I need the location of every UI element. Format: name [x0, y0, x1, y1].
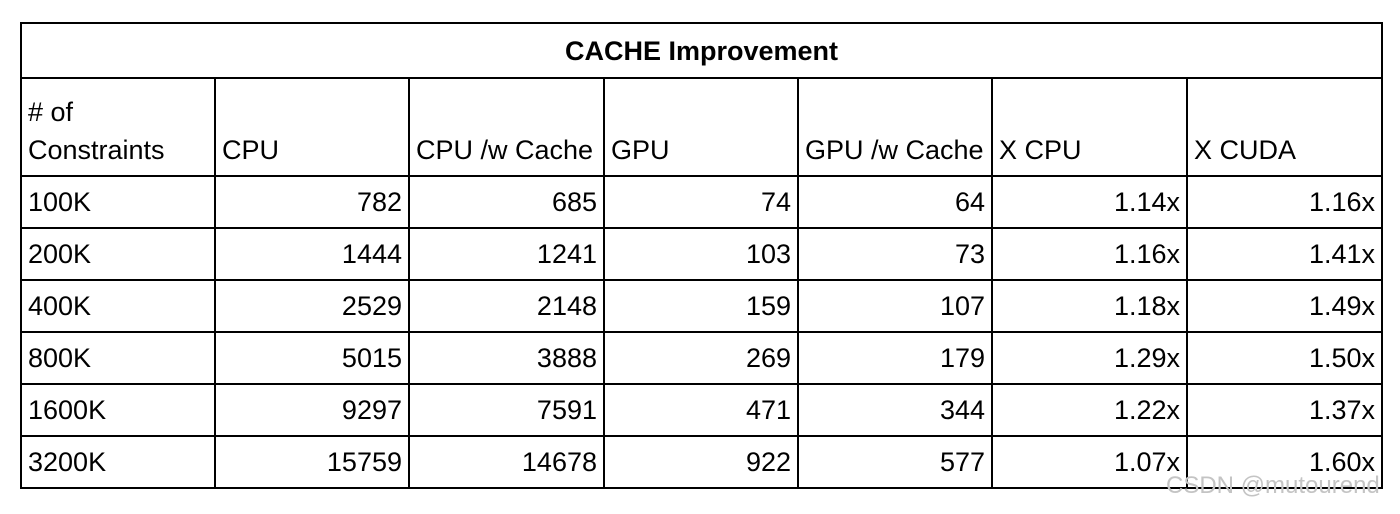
- cell-constraints: 800K: [20, 331, 216, 385]
- cell-cpu-cache: 685: [408, 175, 605, 229]
- cell-cpu: 782: [214, 175, 410, 229]
- column-header-constraints: # of Constraints: [20, 77, 216, 177]
- cell-constraints: 400K: [20, 279, 216, 333]
- cell-gpu: 74: [603, 175, 799, 229]
- cell-gpu: 269: [603, 331, 799, 385]
- column-header-gpu: GPU: [603, 77, 799, 177]
- cell-cpu-cache: 3888: [408, 331, 605, 385]
- cell-x-cuda: 1.37x: [1185, 383, 1384, 437]
- cell-x-cpu: 1.29x: [991, 331, 1188, 385]
- cell-gpu: 103: [603, 227, 799, 281]
- table-title: CACHE Improvement: [19, 22, 1384, 79]
- cell-cpu: 9297: [214, 383, 410, 437]
- table-row: 200K 1444 1241 103 73 1.16x 1.41x: [20, 227, 1384, 281]
- cell-x-cpu: 1.07x: [991, 435, 1188, 489]
- cell-x-cpu: 1.14x: [991, 175, 1188, 229]
- cell-gpu-cache: 577: [797, 435, 993, 489]
- table-row: 400K 2529 2148 159 107 1.18x 1.49x: [20, 279, 1384, 333]
- cell-constraints: 100K: [20, 175, 216, 229]
- cell-cpu-cache: 7591: [408, 383, 605, 437]
- cell-gpu: 159: [603, 279, 799, 333]
- watermark: CSDN @mutourend: [1166, 472, 1380, 499]
- cell-cpu: 1444: [214, 227, 410, 281]
- column-header-cpu: CPU: [214, 77, 410, 177]
- cell-cpu-cache: 14678: [408, 435, 605, 489]
- table-row: 800K 5015 3888 269 179 1.29x 1.50x: [20, 331, 1384, 385]
- cell-x-cuda: 1.41x: [1185, 227, 1384, 281]
- cell-x-cpu: 1.16x: [991, 227, 1188, 281]
- table-row: 100K 782 685 74 64 1.14x 1.16x: [20, 175, 1384, 229]
- cell-gpu-cache: 64: [797, 175, 993, 229]
- cell-x-cuda: 1.49x: [1185, 279, 1384, 333]
- cell-x-cuda: 1.16x: [1185, 175, 1384, 229]
- column-header-cpu-cache: CPU /w Cache: [408, 77, 605, 177]
- cell-gpu-cache: 73: [797, 227, 993, 281]
- cell-cpu: 5015: [214, 331, 410, 385]
- cell-x-cpu: 1.22x: [991, 383, 1188, 437]
- cell-constraints: 3200K: [20, 435, 216, 489]
- cell-gpu-cache: 179: [797, 331, 993, 385]
- cell-x-cuda: 1.60x: [1185, 435, 1384, 489]
- table-row: 3200K 15759 14678 922 577 1.07x 1.60x: [20, 435, 1384, 489]
- cell-x-cpu: 1.18x: [991, 279, 1188, 333]
- cell-gpu-cache: 107: [797, 279, 993, 333]
- cell-cpu-cache: 1241: [408, 227, 605, 281]
- cell-constraints: 1600K: [20, 383, 216, 437]
- column-header-gpu-cache: GPU /w Cache: [797, 77, 993, 177]
- column-header-x-cuda: X CUDA: [1185, 77, 1384, 177]
- cache-improvement-table: CACHE Improvement # of Constraints CPU C…: [19, 22, 1384, 489]
- table-header-row: # of Constraints CPU CPU /w Cache GPU GP…: [20, 77, 1384, 177]
- cell-cpu-cache: 2148: [408, 279, 605, 333]
- cell-gpu: 471: [603, 383, 799, 437]
- cell-cpu: 2529: [214, 279, 410, 333]
- column-header-x-cpu: X CPU: [991, 77, 1188, 177]
- cell-gpu-cache: 344: [797, 383, 993, 437]
- cache-improvement-table-container: CACHE Improvement # of Constraints CPU C…: [19, 22, 1384, 489]
- cell-x-cuda: 1.50x: [1185, 331, 1384, 385]
- cell-gpu: 922: [603, 435, 799, 489]
- cell-cpu: 15759: [214, 435, 410, 489]
- table-row: 1600K 9297 7591 471 344 1.22x 1.37x: [20, 383, 1384, 437]
- cell-constraints: 200K: [20, 227, 216, 281]
